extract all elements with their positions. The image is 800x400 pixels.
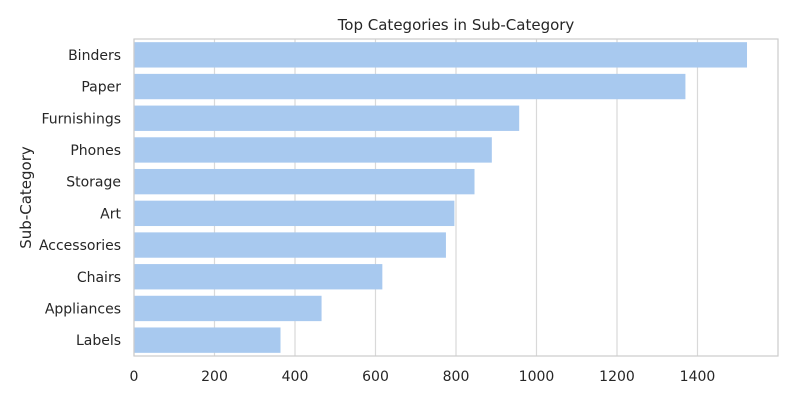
bar-accessories <box>134 232 446 258</box>
y-category-label: Chairs <box>77 270 121 286</box>
bar-paper <box>134 73 686 100</box>
x-tick-label: 400 <box>282 369 309 385</box>
bar-chairs <box>134 264 383 290</box>
bar-labels <box>134 327 281 353</box>
bar-art <box>134 200 455 227</box>
y-category-label: Labels <box>76 333 121 349</box>
plot-frame <box>133 38 779 357</box>
x-tick-label: 1000 <box>519 369 555 385</box>
x-tick-label: 200 <box>201 369 228 385</box>
bar-furnishings <box>134 105 520 131</box>
bar-appliances <box>134 295 322 322</box>
x-tick-label: 0 <box>130 369 139 385</box>
x-tick-label: 600 <box>362 369 389 385</box>
y-category-label: Accessories <box>39 238 121 254</box>
y-axis-label: Sub-Category <box>17 146 35 249</box>
y-category-label: Appliances <box>45 301 121 317</box>
y-category-labels: Binders Paper Furnishings Phones Storage Art A… <box>39 48 122 349</box>
x-tick-label: 1400 <box>680 369 716 385</box>
x-tick-label: 800 <box>443 369 470 385</box>
bars-group <box>134 42 748 353</box>
y-category-label: Paper <box>81 80 121 96</box>
bar-binders <box>134 42 748 68</box>
y-category-label: Storage <box>66 175 121 191</box>
bar-storage <box>134 168 475 195</box>
y-category-label: Furnishings <box>41 111 121 127</box>
x-tick-labels: 0 200 400 600 800 1000 1200 1400 <box>130 369 716 385</box>
bar-phones <box>134 137 492 163</box>
chart-title: Top Categories in Sub-Category <box>337 16 575 34</box>
y-category-label: Binders <box>68 48 121 64</box>
y-category-label: Art <box>100 206 121 222</box>
y-category-label: Phones <box>70 143 121 159</box>
x-tick-label: 1200 <box>599 369 635 385</box>
